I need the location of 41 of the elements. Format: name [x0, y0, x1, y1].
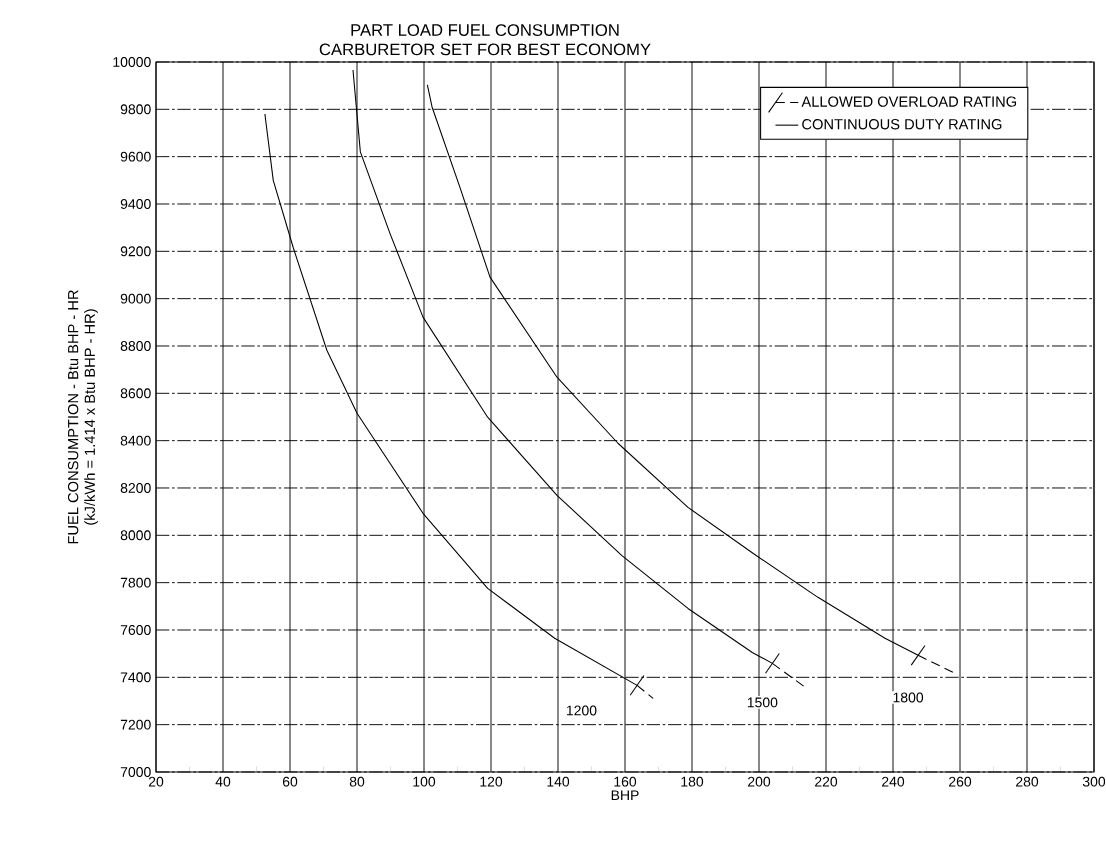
y-tick-label: 7800: [120, 577, 151, 588]
x-axis-title: BHP: [611, 790, 639, 801]
x-tick-label: 140: [547, 776, 570, 787]
x-tick-label: 180: [681, 776, 704, 787]
y-tick-label: 7600: [120, 625, 151, 635]
x-tick-label: 280: [1016, 776, 1039, 787]
x-tick-label: 60: [282, 776, 298, 787]
y-tick-label: 9600: [120, 151, 151, 162]
x-tick-label: 80: [349, 776, 365, 787]
y-tick-label: 8600: [120, 388, 151, 399]
y-tick-label: 7400: [120, 672, 151, 683]
x-tick-label: 260: [949, 776, 972, 787]
x-tick-label: 300: [1082, 776, 1106, 787]
y-tick-label: 9200: [120, 246, 151, 257]
y-tick-label: 7200: [120, 719, 151, 730]
y-tick-label: 9800: [120, 104, 151, 115]
y-axis-title: FUEL CONSUMPTION - Btu BHP - HR: [67, 290, 79, 544]
y-tick-label: 8800: [120, 341, 151, 351]
annotation: 1800: [893, 692, 924, 703]
legend-label: ALLOWED OVERLOAD RATING: [801, 96, 1017, 107]
chart-subtitle: CARBURETOR SET FOR BEST ECONOMY: [319, 43, 651, 56]
annotation: 1200: [566, 705, 597, 716]
y-tick-label: 8200: [120, 483, 151, 493]
y-tick-label: 9400: [120, 199, 151, 209]
chart-title: PART LOAD FUEL CONSUMPTION: [351, 24, 619, 36]
y-tick-label: 10000: [113, 57, 151, 67]
x-tick-label: 200: [748, 776, 771, 787]
x-tick-label: 20: [148, 776, 164, 787]
y-tick-label: 8000: [120, 530, 151, 541]
y-tick-label: 9000: [120, 293, 151, 304]
y-tick-label: 8400: [120, 435, 151, 446]
x-tick-label: 240: [882, 776, 905, 787]
y-tick-label: 7000: [120, 767, 151, 777]
annotation: 1500: [747, 697, 778, 708]
x-tick-label: 160: [614, 776, 637, 787]
x-tick-label: 120: [480, 776, 503, 787]
x-tick-label: 40: [215, 776, 231, 787]
x-tick-label: 220: [815, 776, 838, 787]
legend-label: CONTINUOUS DUTY RATING: [802, 119, 1002, 130]
text: (kJ/kWh = 1.414 x Btu BHP - HR): [84, 309, 98, 525]
x-tick-label: 100: [413, 776, 436, 787]
